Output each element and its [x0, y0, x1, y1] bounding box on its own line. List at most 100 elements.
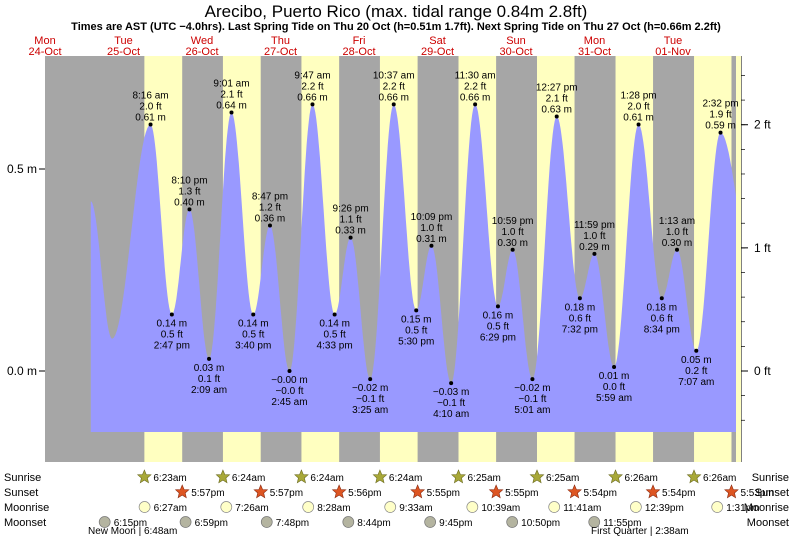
- tide-m-19: −0.02 m: [514, 383, 550, 394]
- tide-ft-16: 2.2 ft: [464, 81, 486, 92]
- moonrise-time-3: 9:33am: [399, 503, 432, 514]
- tide-point-16: [473, 102, 478, 107]
- tide-ft-23: 0.0 ft: [603, 382, 625, 393]
- tide-time-27: 7:07 am: [678, 377, 714, 388]
- sunrise-icon: [529, 469, 545, 484]
- tide-point-19: [530, 377, 535, 382]
- sunrise-time-2: 6:24am: [310, 473, 343, 484]
- tide-time-16: 11:30 am: [455, 70, 496, 81]
- tide-time-1: 2:47 pm: [154, 340, 190, 351]
- sunrise-icon: [686, 469, 702, 484]
- day-name-3: Thu: [271, 35, 290, 47]
- tide-point-8: [310, 102, 315, 107]
- tide-point-9: [332, 312, 337, 317]
- sunrise-icon: [608, 469, 623, 484]
- tide-time-8: 9:47 am: [294, 70, 330, 81]
- day-date-1: 25-Oct: [107, 46, 140, 58]
- tide-point-7: [287, 369, 292, 373]
- row-label-left-sunset: Sunset: [4, 487, 38, 499]
- sunrise-time-4: 6:25am: [467, 473, 500, 484]
- row-label-right-moonset: Moonset: [747, 517, 789, 529]
- tide-m-3: 0.03 m: [194, 363, 225, 374]
- tide-ft-10: 1.1 ft: [339, 215, 361, 226]
- sunset-time-0: 5:57pm: [191, 488, 224, 499]
- moon-phases: New Moon | 6:48am First Quarter | 2:38am: [88, 526, 689, 537]
- moonrise-icon: [302, 501, 315, 513]
- tide-point-27: [694, 348, 699, 353]
- tide-time-14: 10:09 pm: [411, 212, 453, 223]
- row-label-right-sunrise: Sunrise: [752, 472, 789, 484]
- moonset-icon: [98, 516, 111, 528]
- moonset-time-1: 6:59pm: [195, 518, 228, 529]
- moonset-icon: [424, 516, 436, 528]
- tide-time-20: 12:27 pm: [536, 82, 578, 93]
- tide-point-0: [148, 122, 153, 127]
- row-label-left-sunrise: Sunrise: [4, 472, 41, 484]
- moonrise-time-4: 10:39am: [481, 503, 520, 514]
- day-date-0: 24-Oct: [28, 46, 61, 58]
- tide-ft-14: 1.0 ft: [420, 223, 442, 234]
- sunset-time-5: 5:54pm: [584, 488, 617, 499]
- tide-ft-4: 2.1 ft: [220, 89, 242, 100]
- tide-m-25: 0.18 m: [646, 302, 677, 313]
- moonset-time-4: 9:45pm: [439, 518, 472, 529]
- sunset-icon: [488, 484, 504, 499]
- tide-m-23: 0.01 m: [599, 371, 630, 382]
- tide-point-25: [659, 296, 664, 301]
- sunset-time-1: 5:57pm: [270, 488, 303, 499]
- chart-title: Arecibo, Puerto Rico (max. tidal range 0…: [205, 2, 588, 21]
- moonrise-icon: [548, 501, 561, 513]
- left-tick-label-0: 0.5 m: [7, 162, 37, 176]
- moonrise-icon: [711, 501, 724, 513]
- tide-point-3: [207, 356, 212, 361]
- row-label-left-moonrise: Moonrise: [4, 502, 49, 514]
- moon-phase-new: New Moon | 6:48am: [88, 526, 177, 537]
- tide-point-11: [368, 377, 373, 382]
- right-tick-label-0: 2 ft: [754, 118, 771, 132]
- chart-subtitle: Times are AST (UTC −4.0hrs). Last Spring…: [71, 21, 721, 33]
- day-labels: Mon24-OctTue25-OctWed26-OctThu27-OctFri2…: [28, 35, 691, 58]
- sunrise-time-3: 6:24am: [389, 473, 422, 484]
- tide-point-13: [414, 308, 419, 313]
- day-date-7: 31-Oct: [578, 46, 611, 58]
- tide-point-6: [267, 223, 272, 228]
- moon-phase-new-label: New Moon: [88, 526, 136, 537]
- sunset-icon: [253, 484, 269, 499]
- tide-ft-17: 0.5 ft: [487, 321, 509, 332]
- tide-m-6: 0.36 m: [255, 214, 286, 225]
- tide-point-15: [449, 381, 454, 386]
- sunrise-icon: [215, 469, 231, 484]
- tide-ft-8: 2.2 ft: [301, 81, 323, 92]
- tide-time-0: 8:16 am: [132, 91, 168, 102]
- day-name-6: Sun: [506, 35, 526, 47]
- sunrise-icon: [294, 469, 309, 484]
- day-name-7: Mon: [584, 35, 605, 47]
- tide-point-5: [251, 312, 256, 317]
- tide-time-13: 5:30 pm: [398, 336, 434, 347]
- moonrise-time-5: 11:41am: [563, 503, 601, 514]
- tide-ft-26: 1.0 ft: [666, 227, 688, 238]
- sunrise-icon: [451, 469, 466, 484]
- sunrise-time-0: 6:23am: [153, 473, 186, 484]
- tide-ft-6: 1.2 ft: [259, 203, 281, 214]
- moonset-icon: [588, 516, 601, 528]
- sunrise-icon: [372, 469, 388, 484]
- sunset-icon: [174, 484, 190, 499]
- sunrise-time-1: 6:24am: [232, 473, 265, 484]
- tide-point-14: [429, 243, 434, 248]
- moonset-icon: [260, 516, 273, 528]
- tide-time-6: 8:47 pm: [252, 192, 288, 203]
- tide-ft-7: −0.0 ft: [275, 386, 303, 397]
- tide-m-5: 0.14 m: [238, 318, 269, 329]
- tide-m-9: 0.14 m: [319, 318, 350, 329]
- tide-m-28: 0.59 m: [705, 121, 736, 132]
- tide-m-8: 0.66 m: [297, 92, 328, 103]
- tide-ft-13: 0.5 ft: [405, 325, 427, 336]
- tide-time-28: 2:32 pm: [702, 99, 738, 110]
- tide-m-20: 0.63 m: [541, 104, 572, 115]
- tide-m-17: 0.16 m: [483, 310, 514, 321]
- tide-m-12: 0.66 m: [378, 92, 409, 103]
- tide-time-9: 4:33 pm: [317, 340, 353, 351]
- moon-phase-first-quarter-time: 2:38am: [655, 526, 688, 537]
